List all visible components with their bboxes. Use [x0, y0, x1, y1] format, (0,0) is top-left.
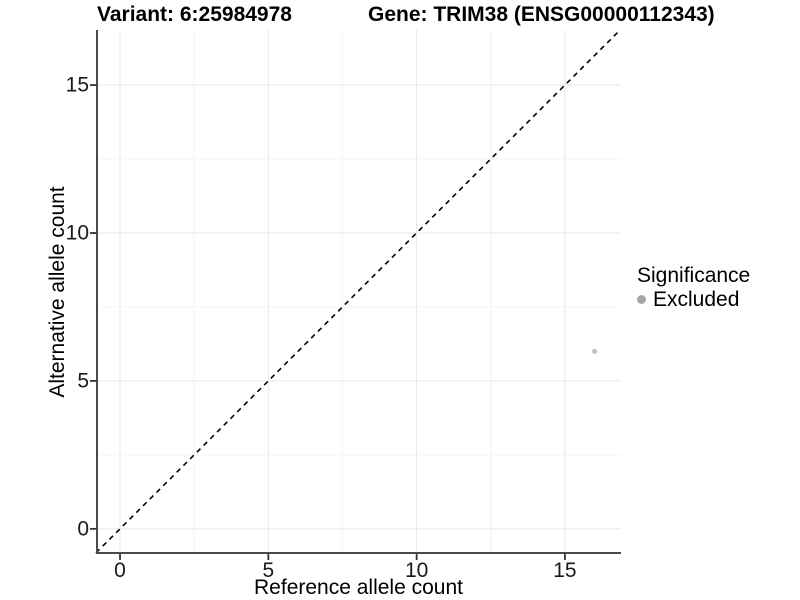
x-axis-title: Reference allele count: [254, 576, 463, 599]
variant-title: Variant: 6:25984978: [97, 3, 292, 26]
legend-title: Significance: [637, 264, 751, 287]
legend-item-label: Excluded: [653, 288, 740, 311]
y-tick-label: 10: [65, 221, 89, 245]
plot-canvas: [90, 29, 621, 560]
x-tick-label: 15: [553, 559, 577, 582]
data-point: [592, 348, 598, 354]
identity-reference-line: [95, 29, 621, 554]
excluded-point-icon: [637, 295, 646, 304]
legend: Significance Excluded: [637, 264, 750, 311]
x-tick-label: 0: [114, 559, 126, 582]
y-axis-title: Alternative allele count: [46, 186, 69, 398]
plot-panel: [90, 29, 621, 560]
x-tick-label: 10: [404, 559, 429, 582]
gene-title: Gene: TRIM38 (ENSG00000112343): [368, 3, 715, 26]
y-tick-label: 0: [77, 517, 89, 541]
y-tick-label: 5: [77, 369, 89, 393]
x-tick-label: 5: [262, 559, 275, 582]
y-tick-label: 15: [65, 73, 89, 97]
legend-item-excluded: Excluded: [637, 288, 750, 311]
